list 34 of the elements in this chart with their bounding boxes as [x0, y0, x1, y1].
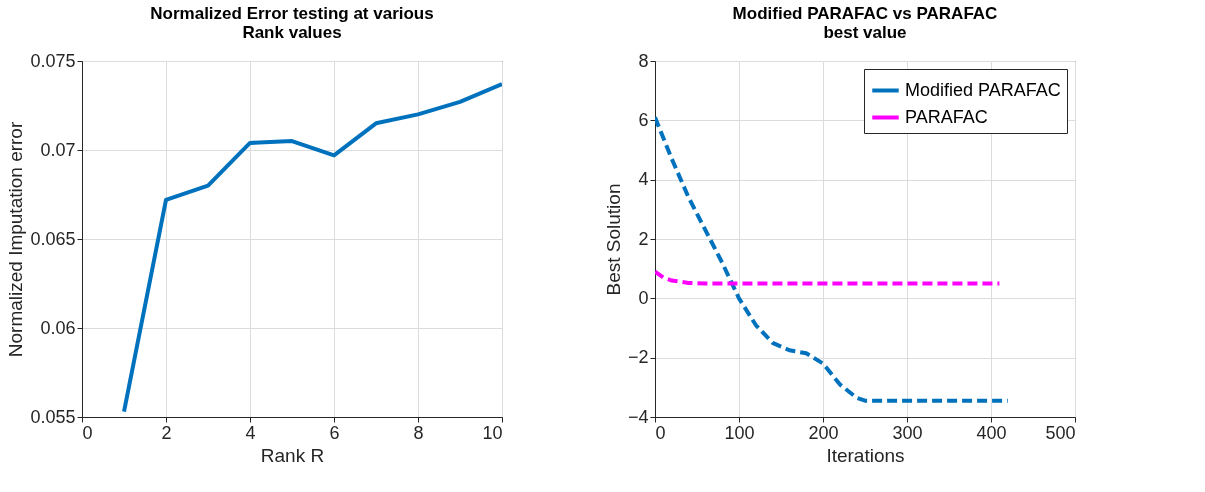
x-tick-label: 6	[329, 422, 340, 443]
y-tick-label: 4	[638, 169, 649, 190]
x-axis-title: Rank R	[260, 444, 325, 466]
x-axis-title: Iterations	[826, 444, 905, 466]
legend-label: PARAFAC	[905, 106, 988, 127]
x-tick-label: 10	[482, 422, 503, 443]
y-tick-label: 0.075	[30, 50, 76, 71]
x-tick-label: 8	[413, 422, 424, 443]
x-tick-label: 300	[892, 422, 923, 443]
y-tick-label: 2	[638, 228, 649, 249]
x-tick-label: 0	[655, 422, 666, 443]
line-series	[655, 269, 1002, 286]
y-axis-title: Normalized Imputation error	[5, 121, 27, 358]
x-tick-label: 500	[1045, 422, 1076, 443]
x-tick-label: 400	[976, 422, 1007, 443]
legend-label: Modified PARAFAC	[905, 79, 1061, 100]
y-tick-label: 0.055	[30, 406, 76, 427]
y-tick-label: 0	[638, 287, 649, 308]
y-tick-label: 0.065	[30, 228, 76, 249]
line-series	[122, 82, 502, 414]
y-tick-label: −4	[627, 406, 649, 427]
x-tick-label: 4	[245, 422, 256, 443]
x-tick-label: 0	[82, 422, 93, 443]
y-tick-label: −2	[627, 347, 649, 368]
chart-title: Normalized Error testing at various Rank values	[150, 4, 434, 42]
y-tick-label: 0.07	[40, 139, 76, 160]
y-tick-label: 8	[638, 50, 649, 71]
chart-title: Modified PARAFAC vs PARAFAC best value	[732, 4, 998, 42]
y-axis-title: Best Solution	[602, 183, 624, 296]
y-tick-label: 0.06	[40, 317, 76, 338]
x-tick-label: 100	[724, 422, 755, 443]
x-tick-label: 2	[161, 422, 172, 443]
x-tick-label: 200	[808, 422, 839, 443]
y-tick-label: 6	[638, 109, 649, 130]
